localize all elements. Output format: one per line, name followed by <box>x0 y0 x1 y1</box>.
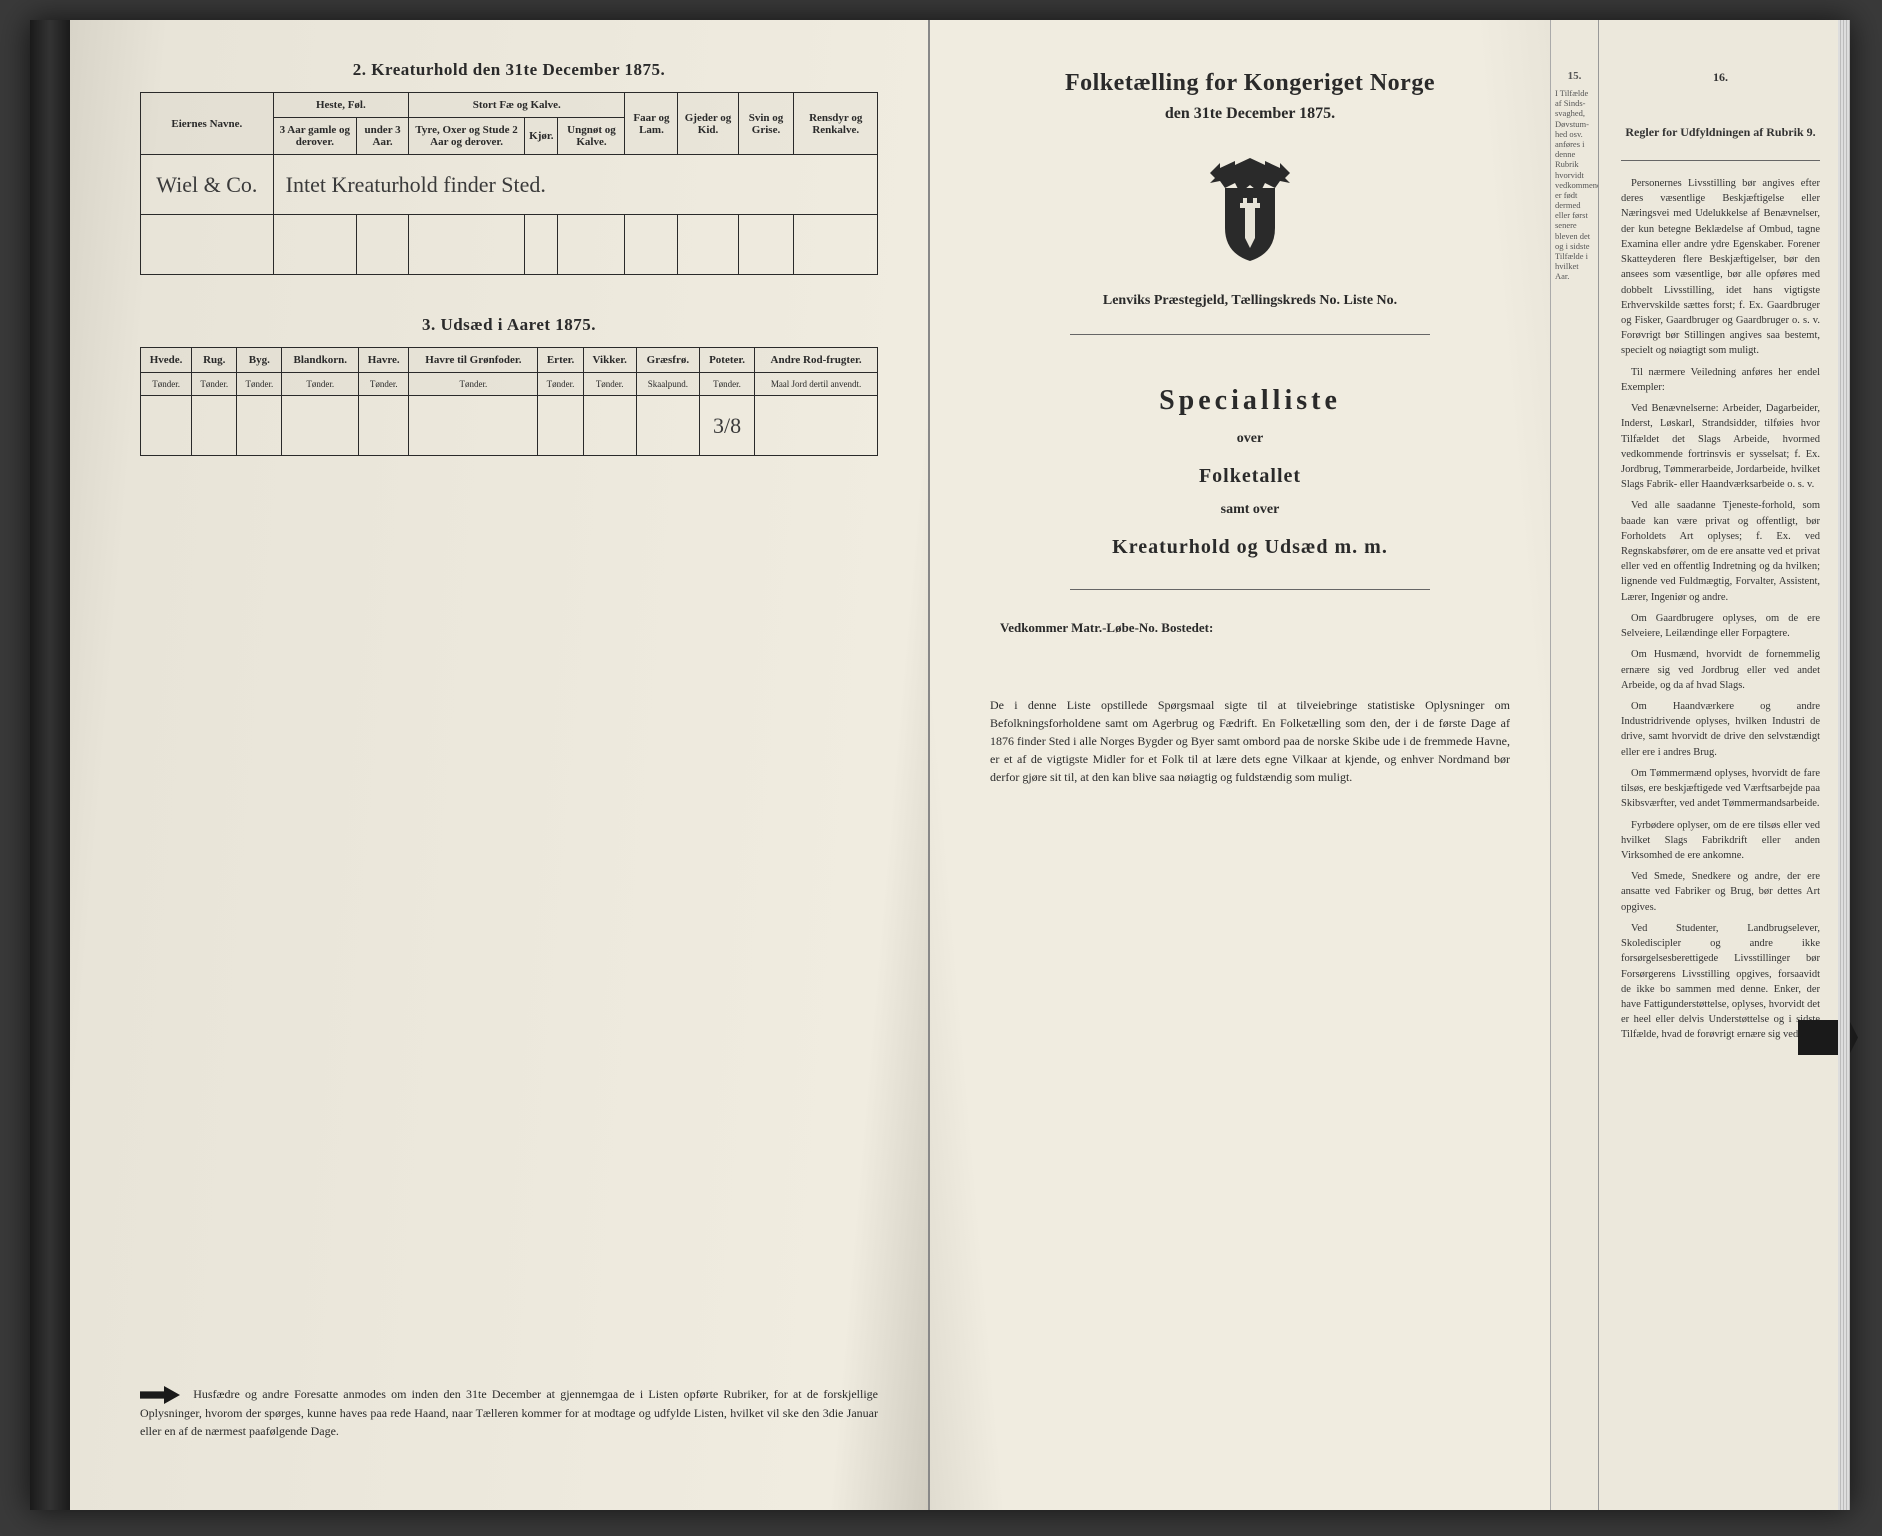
s3-value <box>141 396 192 456</box>
section3-title: 3. Udsæd i Aaret 1875. <box>140 315 878 335</box>
s3-value <box>192 396 237 456</box>
s3-header: Byg. <box>237 348 282 373</box>
page-edges <box>1838 20 1850 1510</box>
cell-note: Intet Kreaturhold finder Sted. <box>273 155 877 215</box>
instruction-page: 15. I Tilfælde af Sinds-svaghed, Døvstum… <box>1550 20 1850 1510</box>
over-label: over <box>990 431 1510 447</box>
col16-num: 16. <box>1621 70 1820 85</box>
s3-unit: Tønder. <box>192 373 237 396</box>
s3-value <box>583 396 636 456</box>
open-book: 2. Kreaturhold den 31te December 1875. E… <box>30 20 1850 1510</box>
s3-unit: Tønder. <box>583 373 636 396</box>
pointing-hand-icon <box>140 1386 180 1404</box>
footnote: Husfædre og andre Foresatte anmodes om i… <box>140 1385 878 1440</box>
s3-header: Vikker. <box>583 348 636 373</box>
s3-value <box>636 396 699 456</box>
th-cattle-1: Tyre, Oxer og Stude 2 Aar og derover. <box>409 118 525 155</box>
s3-unit: Tønder. <box>141 373 192 396</box>
book-spine <box>30 20 70 1510</box>
th-cattle: Stort Fæ og Kalve. <box>409 93 625 118</box>
kreaturhold-table: Eiernes Navne. Heste, Føl. Stort Fæ og K… <box>140 92 878 275</box>
s3-unit: Tønder. <box>538 373 583 396</box>
vedkommer-line: Vedkommer Matr.-Løbe-No. Bostedet: <box>1000 620 1500 636</box>
th-cattle-3: Ungnøt og Kalve. <box>558 118 625 155</box>
s3-unit: Maal Jord dertil anvendt. <box>755 373 878 396</box>
udsaed-table: Hvede.Rug.Byg.Blandkorn.Havre.Havre til … <box>140 347 878 456</box>
right-page-stack: Folketælling for Kongeriget Norge den 31… <box>930 20 1850 1510</box>
th-goats: Gjeder og Kid. <box>678 93 738 155</box>
samt-label: samt over <box>990 502 1510 518</box>
cell-owner: Wiel & Co. <box>141 155 274 215</box>
th-pigs: Svin og Grise. <box>738 93 794 155</box>
th-horses-2: under 3 Aar. <box>357 118 409 155</box>
kreaturhold-line: Kreaturhold og Udsæd m. m. <box>990 536 1510 559</box>
s3-unit: Tønder. <box>409 373 538 396</box>
s3-header: Græsfrø. <box>636 348 699 373</box>
footnote-text: Husfædre og andre Foresatte anmodes om i… <box>140 1387 878 1438</box>
th-owner: Eiernes Navne. <box>141 93 274 155</box>
s3-unit: Tønder. <box>282 373 359 396</box>
norway-coat-of-arms-icon <box>1205 153 1295 263</box>
s3-header: Hvede. <box>141 348 192 373</box>
s3-header: Havre til Grønfoder. <box>409 348 538 373</box>
th-sheep: Faar og Lam. <box>625 93 678 155</box>
cell-empty <box>141 215 274 275</box>
district-line: Lenviks Præstegjeld, Tællingskreds No. L… <box>990 293 1510 309</box>
rubrik9-header: Regler for Udfyldningen af Rubrik 9. <box>1621 125 1820 161</box>
s3-header: Havre. <box>359 348 409 373</box>
intro-paragraph: De i denne Liste opstillede Spørgsmaal s… <box>990 696 1510 786</box>
title-page: Folketælling for Kongeriget Norge den 31… <box>930 20 1550 1510</box>
column-15: 15. I Tilfælde af Sinds-svaghed, Døvstum… <box>1551 20 1599 1510</box>
s3-value <box>237 396 282 456</box>
s3-header: Rug. <box>192 348 237 373</box>
th-horses-1: 3 Aar gamle og derover. <box>273 118 356 155</box>
s3-unit: Tønder. <box>359 373 409 396</box>
s3-value <box>538 396 583 456</box>
s3-value <box>359 396 409 456</box>
th-horses: Heste, Føl. <box>273 93 408 118</box>
s3-header: Blandkorn. <box>282 348 359 373</box>
s3-unit: Skaalpund. <box>636 373 699 396</box>
left-page: 2. Kreaturhold den 31te December 1875. E… <box>70 20 930 1510</box>
s3-header: Erter. <box>538 348 583 373</box>
census-date: den 31te December 1875. <box>990 105 1510 123</box>
folketallet: Folketallet <box>990 465 1510 488</box>
s3-unit: Tønder. <box>237 373 282 396</box>
s3-value: 3/8 <box>699 396 754 456</box>
th-reindeer: Rensdyr og Renkalve. <box>794 93 878 155</box>
census-title: Folketælling for Kongeriget Norge <box>990 70 1510 97</box>
s3-unit: Tønder. <box>699 373 754 396</box>
s3-value <box>409 396 538 456</box>
s3-value <box>755 396 878 456</box>
th-cattle-2: Kjør. <box>525 118 558 155</box>
s3-header: Andre Rod-frugter. <box>755 348 878 373</box>
rubrik9-body: Personernes Livsstilling bør angives eft… <box>1621 176 1820 1049</box>
specialliste: Specialliste <box>990 385 1510 417</box>
section2-title: 2. Kreaturhold den 31te December 1875. <box>140 60 878 80</box>
s3-value <box>282 396 359 456</box>
s3-header: Poteter. <box>699 348 754 373</box>
